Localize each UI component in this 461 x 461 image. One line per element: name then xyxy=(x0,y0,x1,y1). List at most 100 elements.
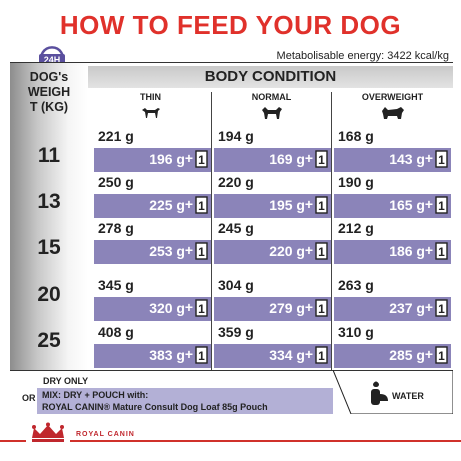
pouch-icon: 1 xyxy=(435,150,448,168)
cell-25-thin: 408 g 383 g + 1 xyxy=(94,322,211,368)
plus-sign: + xyxy=(184,299,193,315)
dry-amount: 190 g xyxy=(338,174,374,190)
cell-15-thin: 278 g 253 g + 1 xyxy=(94,218,211,264)
mix-amount: 279 g xyxy=(269,300,305,316)
column-label: OVERWEIGHT xyxy=(361,92,424,102)
plus-sign: + xyxy=(184,242,193,258)
column-label: THIN xyxy=(140,92,161,102)
pouch-count: 1 xyxy=(198,349,205,363)
weight-header-line: T (KG) xyxy=(29,100,69,114)
weight-25: 25 xyxy=(37,329,61,352)
dry-amount: 250 g xyxy=(98,174,134,190)
mix-amount: 285 g xyxy=(389,347,425,363)
column-header-normal: NORMAL xyxy=(213,92,330,125)
mix-amount: 320 g xyxy=(149,300,185,316)
mix-band xyxy=(214,297,331,321)
pouch-icon: 1 xyxy=(315,242,328,260)
pouch-icon: 1 xyxy=(195,150,208,168)
weight-column xyxy=(10,63,88,370)
plus-sign: + xyxy=(304,150,313,166)
mix-amount: 186 g xyxy=(389,243,425,259)
pouch-count: 1 xyxy=(318,245,325,259)
pouch-count: 1 xyxy=(198,302,205,316)
mix-band xyxy=(214,194,331,218)
mix-band xyxy=(94,194,211,218)
pouch-icon: 1 xyxy=(435,242,448,260)
water-bowl-icon xyxy=(371,381,388,405)
energy-label: Metabolisable energy: 3422 kcal/kg xyxy=(276,50,449,62)
cell-11-overweight: 168 g 143 g + 1 xyxy=(334,126,451,172)
cell-15-overweight: 212 g 186 g + 1 xyxy=(334,218,451,264)
mix-amount: 169 g xyxy=(269,151,305,167)
water-panel xyxy=(333,370,453,414)
dry-amount: 221 g xyxy=(98,128,134,144)
cell-11-normal: 194 g 169 g + 1 xyxy=(214,126,331,172)
pouch-count: 1 xyxy=(438,349,445,363)
weight-15: 15 xyxy=(37,236,61,259)
dry-amount: 408 g xyxy=(98,324,134,340)
royal-canin-logo-icon xyxy=(26,422,70,444)
mix-amount: 225 g xyxy=(149,197,185,213)
mix-amount: 383 g xyxy=(149,347,185,363)
mix-amount: 196 g xyxy=(149,151,185,167)
plus-sign: + xyxy=(184,196,193,212)
weight-13: 13 xyxy=(37,190,61,213)
mix-band xyxy=(334,194,451,218)
dry-amount: 220 g xyxy=(218,174,254,190)
dry-amount: 345 g xyxy=(98,277,134,293)
pouch-icon: 1 xyxy=(315,299,328,317)
mix-amount: 220 g xyxy=(269,243,305,259)
cell-20-normal: 304 g 279 g + 1 xyxy=(214,275,331,321)
pouch-icon: 1 xyxy=(315,150,328,168)
legend-mix-line2: ROYAL CANIN® Mature Consult Dog Loaf 85g… xyxy=(42,402,268,412)
weight-header-line: DOG's xyxy=(29,70,69,84)
cell-20-overweight: 263 g 237 g + 1 xyxy=(334,275,451,321)
plus-sign: + xyxy=(184,150,193,166)
body-condition-band xyxy=(88,66,453,88)
mix-amount: 237 g xyxy=(389,300,425,316)
cell-15-normal: 245 g 220 g + 1 xyxy=(214,218,331,264)
mix-amount: 165 g xyxy=(389,197,425,213)
divider xyxy=(10,62,453,63)
plus-sign: + xyxy=(424,299,433,315)
pouch-icon: 1 xyxy=(315,346,328,364)
column-header-thin: THIN xyxy=(92,92,209,125)
pouch-count: 1 xyxy=(198,153,205,167)
pouch-icon: 1 xyxy=(195,196,208,214)
dry-amount: 278 g xyxy=(98,220,134,236)
dry-amount: 212 g xyxy=(338,220,374,236)
column-divider xyxy=(211,92,212,370)
dry-amount: 168 g xyxy=(338,128,374,144)
plus-sign: + xyxy=(424,196,433,212)
pouch-icon: 1 xyxy=(195,346,208,364)
mix-band xyxy=(334,297,451,321)
plus-sign: + xyxy=(304,242,313,258)
plus-sign: + xyxy=(424,242,433,258)
clock-label: 24H xyxy=(44,55,61,65)
mix-amount: 195 g xyxy=(269,197,305,213)
mix-band xyxy=(94,240,211,264)
mix-band xyxy=(94,344,211,368)
pouch-count: 1 xyxy=(198,245,205,259)
dry-amount: 310 g xyxy=(338,324,374,340)
divider xyxy=(10,370,453,371)
pouch-count: 1 xyxy=(318,302,325,316)
mix-amount: 253 g xyxy=(149,243,185,259)
mix-amount: 334 g xyxy=(269,347,305,363)
cell-25-normal: 359 g 334 g + 1 xyxy=(214,322,331,368)
cell-13-overweight: 190 g 165 g + 1 xyxy=(334,172,451,218)
plus-sign: + xyxy=(424,346,433,362)
plus-sign: + xyxy=(184,346,193,362)
cell-20-thin: 345 g 320 g + 1 xyxy=(94,275,211,321)
weight-header: DOG's WEIGH T (KG) xyxy=(10,70,88,115)
dry-amount: 245 g xyxy=(218,220,254,236)
cell-13-normal: 220 g 195 g + 1 xyxy=(214,172,331,218)
legend-mix-swatch xyxy=(37,388,333,414)
normal-dog-icon xyxy=(261,107,282,119)
column-header-overweight: OVERWEIGHT xyxy=(334,92,451,125)
legend-dry-only: DRY ONLY xyxy=(43,376,89,386)
plus-sign: + xyxy=(424,150,433,166)
pouch-count: 1 xyxy=(438,199,445,213)
cell-11-thin: 221 g 196 g + 1 xyxy=(94,126,211,172)
dry-amount: 304 g xyxy=(218,277,254,293)
